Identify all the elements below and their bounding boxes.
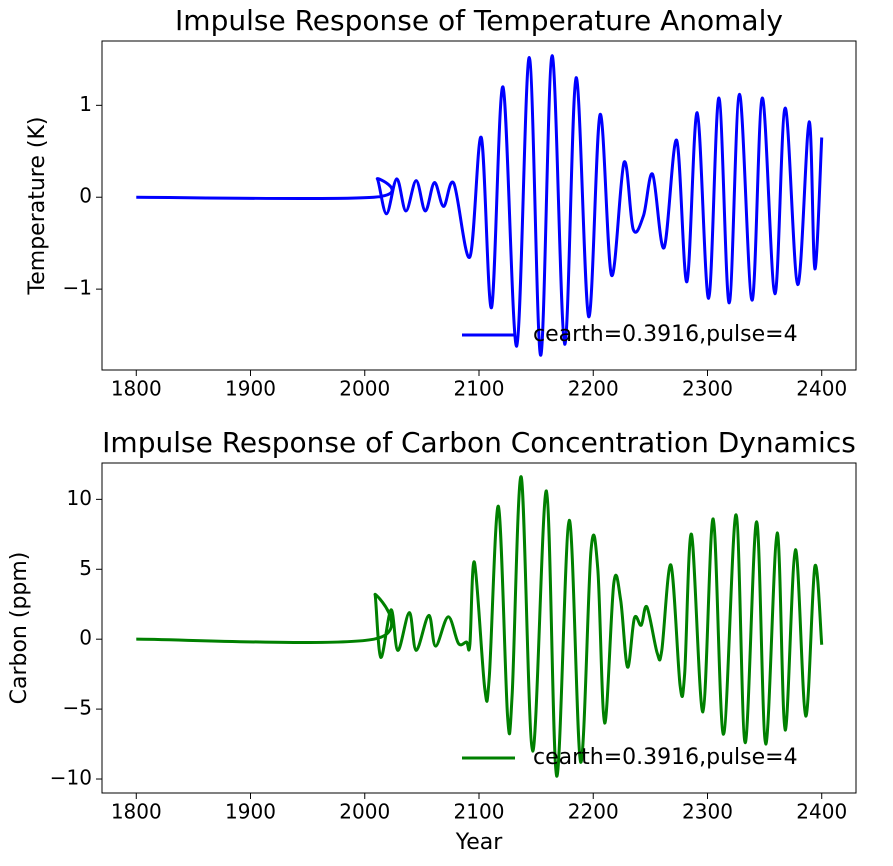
x-tick-label: 1900 bbox=[225, 800, 276, 824]
x-tick-label: 2300 bbox=[682, 377, 733, 401]
x-tick-label: 2200 bbox=[568, 377, 619, 401]
x-tick-label: 2400 bbox=[796, 377, 847, 401]
y-tick-label: 0 bbox=[79, 626, 92, 650]
y-axis-label: Carbon (ppm) bbox=[7, 552, 32, 705]
x-tick-label: 2000 bbox=[339, 377, 390, 401]
legend-label: cearth=0.3916,pulse=4 bbox=[533, 322, 798, 347]
x-tick-label: 2000 bbox=[339, 800, 390, 824]
plot-frame bbox=[101, 40, 857, 371]
data-line bbox=[136, 54, 824, 357]
x-tick-label: 2300 bbox=[682, 800, 733, 824]
x-tick-label: 2100 bbox=[454, 800, 505, 824]
plot-frame bbox=[101, 462, 857, 794]
x-tick-label: 2100 bbox=[454, 377, 505, 401]
x-tick-label: 1900 bbox=[225, 377, 276, 401]
data-line bbox=[136, 475, 824, 778]
y-tick-label: 1 bbox=[79, 92, 92, 116]
y-tick-label: 0 bbox=[79, 184, 92, 208]
x-tick-label: 2400 bbox=[796, 800, 847, 824]
y-axis-label: Temperature (K) bbox=[25, 117, 50, 296]
legend-label: cearth=0.3916,pulse=4 bbox=[533, 745, 798, 770]
y-tick-label: −1 bbox=[63, 276, 92, 300]
y-tick-label: 10 bbox=[67, 486, 92, 510]
x-axis-label: Year bbox=[455, 830, 504, 855]
x-tick-label: 2200 bbox=[568, 800, 619, 824]
y-tick-label: −5 bbox=[63, 696, 92, 720]
y-tick-label: 5 bbox=[79, 556, 92, 580]
x-tick-label: 1800 bbox=[111, 800, 162, 824]
chart-title: Impulse Response of Temperature Anomaly bbox=[175, 4, 783, 37]
x-tick-label: 1800 bbox=[111, 377, 162, 401]
chart-title: Impulse Response of Carbon Concentration… bbox=[102, 426, 856, 459]
y-tick-label: −10 bbox=[50, 766, 92, 790]
